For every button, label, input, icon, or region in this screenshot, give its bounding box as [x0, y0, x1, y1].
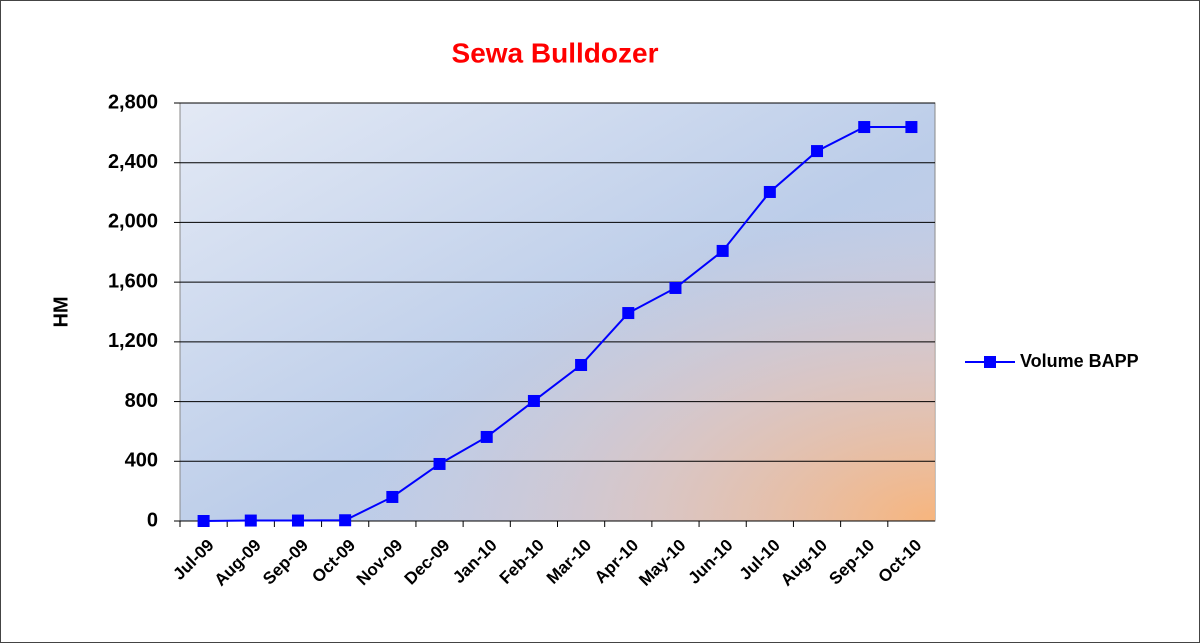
series-line [203, 126, 912, 522]
point [527, 394, 540, 407]
point [339, 514, 352, 527]
point [244, 514, 257, 527]
y-tick-label: 400 [125, 450, 158, 472]
point [622, 307, 635, 320]
point [905, 121, 918, 134]
y-tick-label: 2,400 [108, 151, 158, 173]
point [716, 244, 729, 257]
point [291, 514, 304, 527]
point [669, 281, 682, 294]
plot-glow [180, 103, 935, 521]
y-tick-label: 2,800 [108, 91, 158, 113]
y-tick-label: 1,600 [108, 270, 158, 292]
y-tick-label: 800 [125, 390, 158, 412]
y-axis-label: HM [50, 296, 72, 327]
point [480, 430, 493, 443]
point [197, 515, 210, 527]
chart-title: Sewa Bulldozer [452, 37, 659, 68]
point [575, 358, 588, 371]
y-tick-label: 2,000 [108, 211, 158, 233]
point [433, 457, 446, 470]
point [386, 490, 399, 503]
legend-label: Volume BAPP [1020, 351, 1139, 371]
point [858, 121, 871, 134]
point [763, 185, 776, 198]
legend-marker [984, 356, 996, 368]
point [811, 145, 824, 158]
y-tick-label: 1,200 [108, 330, 158, 352]
y-tick-label: 0 [147, 509, 158, 531]
